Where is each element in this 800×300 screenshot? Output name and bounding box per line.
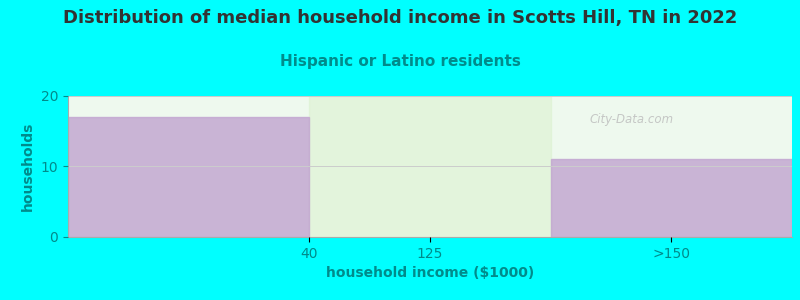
Bar xyxy=(550,159,792,237)
X-axis label: household income ($1000): household income ($1000) xyxy=(326,266,534,280)
Text: City-Data.com: City-Data.com xyxy=(590,113,674,126)
Y-axis label: households: households xyxy=(21,122,35,211)
Text: Hispanic or Latino residents: Hispanic or Latino residents xyxy=(279,54,521,69)
Bar xyxy=(310,96,550,237)
Bar xyxy=(68,117,310,237)
Text: Distribution of median household income in Scotts Hill, TN in 2022: Distribution of median household income … xyxy=(63,9,737,27)
